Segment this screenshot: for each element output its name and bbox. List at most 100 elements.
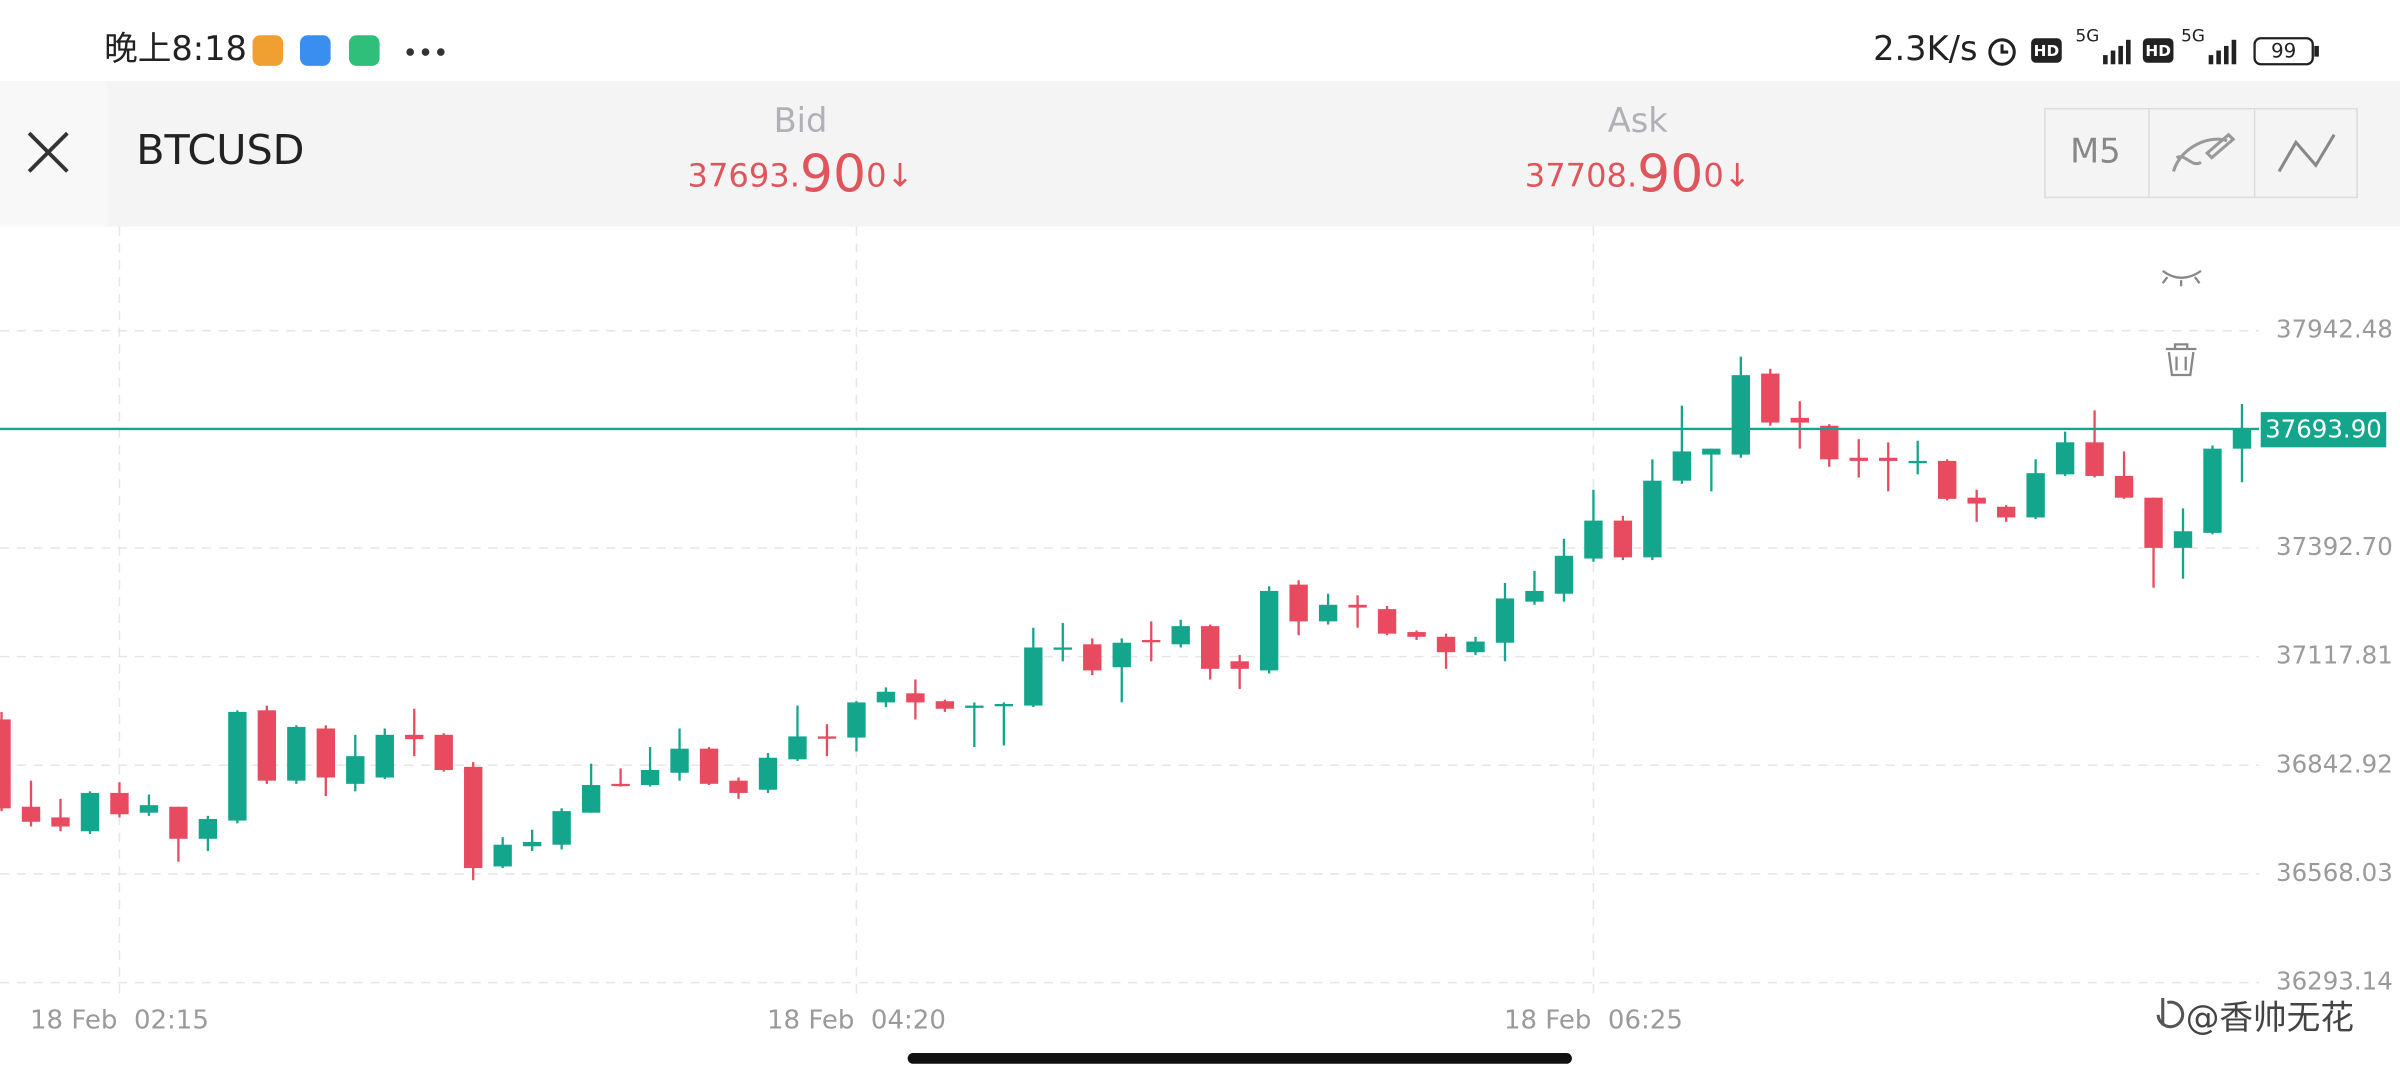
candle-body <box>2085 442 2104 476</box>
close-button[interactable] <box>27 131 69 173</box>
candle-body <box>1643 480 1662 558</box>
candle-body <box>1230 661 1249 669</box>
last-price-label: 37693.90 <box>2265 414 2382 443</box>
candlestick-chart: 36293.14 36568.03 36842.92 37117.81 37392.70… <box>0 226 2393 1035</box>
hide-icon[interactable] <box>2161 269 2202 287</box>
y-tick-label: 36842.92 <box>2276 749 2393 778</box>
candle-body <box>434 734 453 771</box>
candle-body <box>1702 448 1721 455</box>
header-bg <box>0 81 2400 227</box>
candle-body <box>1584 520 1603 559</box>
bid-head: 37693. <box>688 157 800 195</box>
candle-body <box>1613 520 1633 558</box>
candle-body <box>1731 375 1751 455</box>
candle-body <box>1171 626 1190 645</box>
candle-body <box>640 770 660 786</box>
timeframe-button[interactable]: M5 <box>2070 132 2120 171</box>
bid-label: Bid <box>774 101 828 140</box>
home-indicator <box>907 1053 1572 1064</box>
candle-body <box>375 734 394 778</box>
indicator-button[interactable] <box>2277 133 2336 173</box>
candle-body <box>1908 460 1927 464</box>
candle-body <box>1554 555 1574 594</box>
y-tick-label: 36568.03 <box>2276 858 2393 887</box>
watermark: @香帅无花 <box>2186 998 2354 1037</box>
candle-body <box>228 711 247 821</box>
ask-label: Ask <box>1608 101 1669 140</box>
candle-body <box>198 819 218 839</box>
x-tick-label: 18 Feb 04:20 <box>767 1005 946 1035</box>
app-icon <box>252 35 284 66</box>
candle-body <box>1967 497 1986 504</box>
bid-big: 90 <box>800 145 866 205</box>
candle-body <box>1318 604 1338 622</box>
y-tick-label: 37117.81 <box>2276 641 2393 670</box>
candle-body <box>139 805 159 813</box>
candle-body <box>1938 460 1957 499</box>
candle-body <box>1407 632 1426 637</box>
candle-body <box>0 719 11 809</box>
delete-icon[interactable] <box>2165 343 2197 377</box>
signal-bars <box>2208 39 2237 65</box>
candle-body <box>1024 647 1043 706</box>
candle-body <box>2114 475 2134 498</box>
net-speed: 2.3K/s <box>1873 29 1977 68</box>
candle-body <box>611 783 630 787</box>
candle-body <box>2144 497 2163 548</box>
candle-body <box>405 734 424 740</box>
alarm-icon <box>1988 38 2016 66</box>
battery-level: 99 <box>2271 40 2296 63</box>
candle-body <box>1849 457 1868 461</box>
network-type: 5G <box>2076 26 2100 46</box>
x-tick-label: 18 Feb 06:25 <box>1504 1005 1683 1035</box>
candle-body <box>788 736 807 760</box>
candle-body <box>1672 451 1692 481</box>
candle-body <box>906 693 925 703</box>
candle-body <box>80 792 100 832</box>
more-dots <box>406 48 445 56</box>
hd-badge <box>2031 38 2062 63</box>
y-tick-label: 37392.70 <box>2276 532 2393 561</box>
candle-body <box>522 841 542 847</box>
candle-body <box>110 792 129 815</box>
candle-body <box>51 817 70 827</box>
candle-body <box>876 691 896 703</box>
last-price-tag <box>2260 412 2387 448</box>
candle-body <box>1289 584 1308 622</box>
candle-body <box>1436 636 1456 653</box>
battery-tip <box>2314 45 2319 57</box>
hd-badge <box>2142 38 2174 63</box>
candle-body <box>1112 642 1131 668</box>
candle-body <box>1348 604 1367 608</box>
bid-arrow: ↓ <box>887 157 914 195</box>
network-type: 5G <box>2181 26 2205 46</box>
candle-body <box>935 701 955 709</box>
candle-body <box>2055 442 2075 475</box>
candle-body <box>257 710 277 781</box>
candle-body <box>1820 425 1839 460</box>
candle-body <box>552 811 571 845</box>
watermark-logo <box>2156 997 2185 1029</box>
candle-body <box>699 748 719 784</box>
bid-tail: 0 <box>866 157 886 195</box>
y-tick-label: 36293.14 <box>2276 967 2393 996</box>
candle-body <box>21 806 41 822</box>
candle-body <box>1083 644 1102 671</box>
draw-tool-button[interactable] <box>2172 132 2236 172</box>
candle-body <box>493 844 512 867</box>
ask-arrow: ↓ <box>1724 157 1751 195</box>
candle-body <box>1761 373 1780 423</box>
candle-body <box>1259 590 1279 671</box>
hd-text: HD <box>2145 42 2171 60</box>
candle-body <box>758 757 778 790</box>
y-tick-label: 37942.48 <box>2276 315 2393 344</box>
candle-body <box>1790 417 1809 423</box>
candle-body <box>1142 639 1161 643</box>
candle-body <box>1495 598 1515 643</box>
bid-price: 37693.900↓ <box>688 145 914 205</box>
candle-body <box>2203 448 2222 533</box>
x-tick-label: 18 Feb 02:15 <box>30 1005 209 1035</box>
candle-body <box>1201 626 1220 669</box>
candle-body <box>847 702 866 738</box>
